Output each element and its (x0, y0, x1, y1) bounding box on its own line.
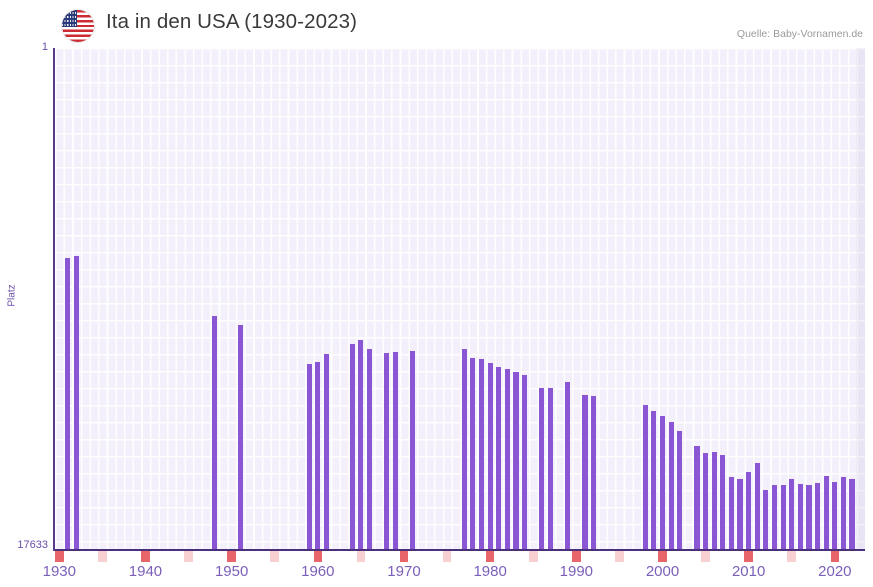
bars-layer (55, 48, 865, 550)
x-axis-tick-marks (55, 551, 865, 562)
x-axis-label: 1940 (128, 563, 163, 580)
bar (763, 490, 769, 550)
bar (323, 354, 329, 550)
bar (470, 358, 476, 550)
bar (504, 369, 510, 550)
y-axis-line (53, 48, 55, 551)
x-axis-tick (442, 551, 452, 562)
bar (487, 362, 493, 550)
x-axis-label: 1970 (387, 563, 421, 580)
bar (789, 479, 795, 550)
bar (780, 485, 786, 550)
bar (746, 472, 752, 550)
source-label: Quelle: Baby-Vornamen.de (736, 28, 863, 40)
bar (832, 482, 838, 550)
x-axis-tick (98, 551, 107, 562)
bar (590, 395, 597, 550)
bar (358, 340, 364, 550)
bar (496, 366, 502, 550)
bar (677, 431, 683, 550)
x-axis-tick (701, 551, 710, 562)
bar (642, 405, 648, 550)
bar (513, 371, 519, 550)
y-axis-top-label: 1 (41, 41, 48, 53)
x-axis-tick (141, 551, 150, 562)
x-axis-tick (787, 551, 797, 562)
x-axis-tick (572, 551, 581, 562)
bar (461, 349, 467, 550)
bar (694, 446, 700, 550)
grid-lines (55, 48, 865, 550)
no-data-shaded-region (856, 48, 865, 550)
us-flag-icon (62, 10, 94, 42)
x-axis-label: 1990 (559, 563, 594, 580)
bar (754, 462, 760, 550)
x-axis-tick (184, 551, 193, 562)
bar (237, 324, 243, 550)
x-axis-tick (313, 551, 323, 562)
x-axis-tick (55, 551, 64, 562)
bar (539, 388, 545, 550)
x-axis-tick (270, 551, 280, 562)
bar (651, 411, 657, 550)
x-axis-label: 1960 (301, 563, 335, 580)
bar (384, 353, 390, 550)
x-axis-tick (227, 551, 236, 562)
bar (315, 362, 321, 550)
bar (478, 359, 485, 550)
bar (211, 316, 217, 550)
x-axis-tick (485, 551, 495, 562)
bar (565, 382, 571, 550)
bar (659, 416, 666, 550)
x-axis-tick (615, 551, 624, 562)
x-axis-label: 1980 (473, 563, 507, 580)
y-axis-title: Platz (6, 284, 18, 307)
bar (823, 475, 829, 550)
x-axis-line (55, 549, 865, 551)
page-title: Ita in den USA (1930-2023) (106, 10, 358, 33)
bar (522, 374, 528, 550)
bar (582, 395, 588, 550)
plot-area (55, 48, 865, 550)
x-axis-tick (658, 551, 667, 562)
x-axis-label: 2010 (731, 563, 766, 580)
bar (797, 483, 803, 550)
bar (366, 348, 373, 550)
chart-header: Ita in den USA (1930-2023) Quelle: Baby-… (0, 0, 873, 48)
bar (720, 455, 726, 550)
bar (771, 485, 778, 550)
bar (392, 352, 398, 550)
y-axis-bottom-label: 17633 (17, 539, 48, 551)
x-axis-label: 2020 (818, 563, 852, 580)
bar (73, 255, 80, 550)
bar (306, 364, 312, 550)
bar (711, 451, 717, 550)
bar (728, 476, 734, 550)
bar (703, 452, 709, 550)
x-axis-label: 1930 (42, 563, 76, 580)
bar (65, 257, 71, 550)
bar (547, 387, 554, 550)
bar (410, 350, 416, 550)
x-axis-tick (399, 551, 409, 562)
bar (737, 479, 743, 550)
x-axis-tick (356, 551, 366, 562)
bar (668, 421, 674, 550)
bar (806, 484, 812, 550)
bar (849, 478, 855, 550)
bar (349, 344, 355, 550)
x-axis-tick (528, 551, 538, 562)
x-axis-tick (744, 551, 753, 562)
x-axis-label: 1950 (214, 563, 249, 580)
x-axis-tick (830, 551, 840, 562)
bar (840, 477, 847, 550)
bar (815, 483, 821, 550)
x-axis-label: 2000 (645, 563, 680, 580)
